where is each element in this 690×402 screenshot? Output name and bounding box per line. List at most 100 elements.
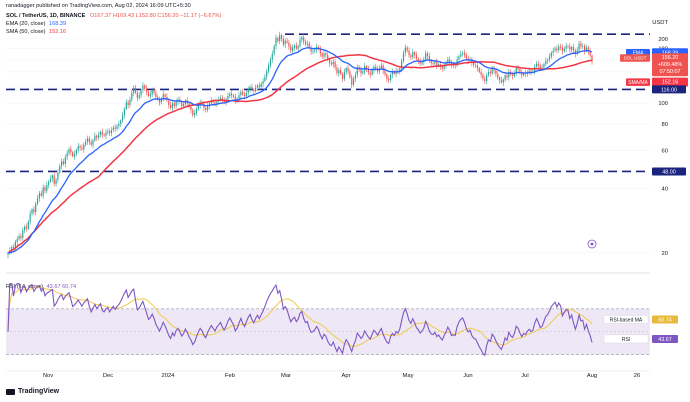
candle-down [454, 64, 456, 66]
candle-down [40, 193, 42, 196]
sma-legend-value: 152.16 [49, 29, 67, 35]
candle-up [120, 120, 122, 124]
candle-up [197, 105, 199, 109]
ema-name-tag-text: EMA [633, 50, 645, 56]
candle-up [7, 252, 9, 255]
candle-down [351, 77, 353, 85]
candle-up [332, 61, 334, 65]
candle-down [413, 52, 416, 55]
sma-line [7, 54, 593, 254]
symbol-name-tag-text: SOL USDT [624, 56, 647, 61]
candle-down [441, 66, 443, 69]
candle-down [308, 43, 310, 49]
level-price-tag [652, 85, 686, 94]
candle-down [384, 70, 386, 75]
y-tick-label: 100 [658, 101, 668, 107]
candle-down [519, 69, 521, 73]
y-tick-label: 20 [662, 251, 668, 257]
candle-down [432, 63, 434, 64]
sma-legend: SMA (50, close) 152.16 [6, 29, 66, 35]
candle-down [79, 146, 81, 148]
candle-up [110, 129, 113, 134]
x-tick-label: Feb [225, 373, 235, 379]
candle-down [480, 71, 482, 75]
candle-up [51, 175, 53, 179]
candle-down [495, 70, 497, 74]
candle-up [116, 125, 118, 129]
candle-down [190, 107, 192, 110]
candle-up [578, 43, 580, 51]
candle-up [11, 247, 13, 251]
candle-up [142, 85, 144, 91]
candle-up [402, 52, 405, 62]
candle-down [96, 135, 98, 138]
candle-up [27, 221, 29, 229]
candle-up [46, 185, 48, 191]
candle-up [425, 53, 427, 60]
x-tick-label: Dec [103, 373, 113, 379]
candle-up [35, 203, 37, 213]
candle-up [443, 65, 445, 69]
candle-up [541, 67, 543, 69]
candle-up [240, 91, 242, 96]
candle-up [528, 70, 530, 72]
candle-down [286, 40, 288, 43]
candle-down [386, 74, 388, 79]
candle-down [310, 48, 312, 52]
x-tick-label: May [403, 373, 414, 379]
candle-up [523, 73, 525, 76]
candle-down [517, 68, 519, 70]
sma-price-tag [652, 77, 688, 87]
candle-up [92, 140, 94, 145]
candle-up [57, 172, 59, 180]
tradingview-footer[interactable]: TradingView [6, 388, 59, 395]
candle-down [410, 54, 412, 58]
candle-down [181, 102, 183, 107]
candle-down [70, 149, 72, 153]
candle-up [535, 63, 538, 67]
rsi-ma-tag [652, 315, 678, 324]
candle-up [162, 94, 164, 99]
candle-up [401, 61, 403, 69]
candle-down [53, 175, 55, 184]
candle-up [60, 161, 63, 166]
candle-up [208, 103, 211, 107]
candle-up [345, 68, 347, 72]
candle-up [262, 80, 264, 84]
candle-down [170, 105, 172, 108]
candle-down [484, 78, 486, 81]
candle-up [563, 48, 565, 52]
candle-up [182, 104, 185, 107]
candle-up [24, 226, 26, 231]
candle-up [97, 135, 100, 138]
candle-up [306, 43, 308, 45]
candle-down [304, 41, 307, 45]
rsi-label [603, 334, 649, 344]
candle-down [103, 135, 105, 136]
candle-up [86, 138, 89, 142]
candle-up [352, 78, 355, 85]
candle-down [408, 50, 410, 55]
candle-down [134, 87, 137, 93]
candle-down [473, 63, 475, 65]
candle-down [336, 67, 338, 74]
candle-up [194, 113, 196, 116]
candle-up [312, 51, 314, 52]
candle-down [303, 37, 305, 42]
candle-up [107, 131, 109, 133]
candle-up [123, 108, 126, 116]
symbol-name-tag [620, 54, 650, 62]
candle-down [214, 102, 216, 105]
candle-down [449, 59, 451, 62]
level-price-tag-text: 48.00 [662, 169, 676, 175]
candle-up [458, 56, 460, 60]
alert-marker-icon [587, 239, 597, 249]
candle-up [275, 37, 277, 47]
last-price-tag-text: 07:50:07 [660, 69, 681, 75]
candle-down [567, 46, 569, 47]
candle-up [31, 209, 33, 214]
candle-up [229, 93, 231, 97]
candle-up [216, 101, 218, 105]
